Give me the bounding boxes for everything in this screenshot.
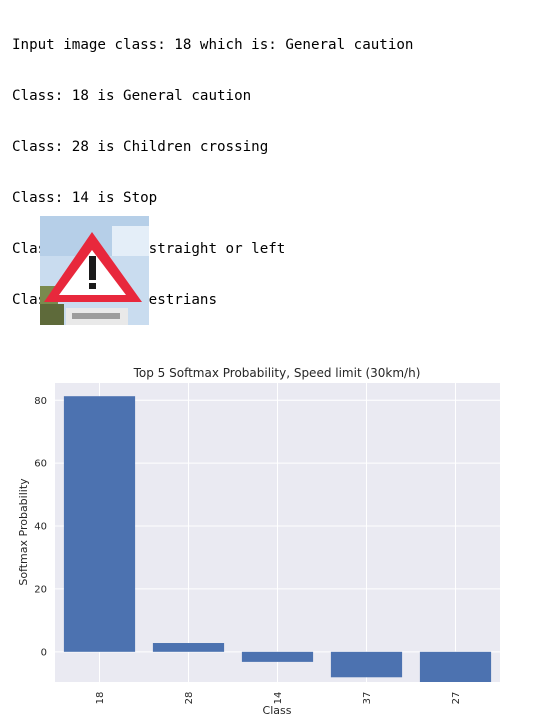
log-line-3: Class: 14 is Stop <box>12 190 158 206</box>
log-line-2: Class: 28 is Children crossing <box>12 139 269 155</box>
log-line-1: Class: 18 is General caution <box>12 88 252 104</box>
y-tick-label-40: 40 <box>34 522 47 533</box>
y-tick-labels: 0 20 40 60 80 <box>34 396 47 659</box>
y-tick-label-60: 60 <box>34 459 47 470</box>
bar-class-14 <box>241 651 314 662</box>
y-tick-label-80: 80 <box>34 396 47 407</box>
bar-class-28 <box>152 643 225 652</box>
bars <box>63 396 492 682</box>
y-tick-label-20: 20 <box>34 584 47 595</box>
softmax-bar-chart: Top 5 Softmax Probability, Speed limit (… <box>17 366 500 717</box>
y-tick-label-0: 0 <box>41 647 47 658</box>
bar-class-37 <box>330 651 403 678</box>
x-tick-label-28: 28 <box>184 692 195 705</box>
x-tick-labels: 18 28 14 37 27 <box>95 692 462 705</box>
chart-title: Top 5 Softmax Probability, Speed limit (… <box>133 366 421 380</box>
x-tick-label-37: 37 <box>362 692 373 705</box>
x-axis-label: Class <box>263 704 292 717</box>
log-line-input: Input image class: 18 which is: General … <box>12 37 414 53</box>
bar-class-18 <box>63 396 136 652</box>
general-caution-sign-image <box>40 216 149 325</box>
x-tick-label-18: 18 <box>95 692 106 705</box>
x-tick-label-27: 27 <box>451 692 462 705</box>
bar-class-27 <box>419 651 492 682</box>
x-tick-label-14: 14 <box>273 692 284 705</box>
y-axis-label: Softmax Probability <box>17 478 30 586</box>
